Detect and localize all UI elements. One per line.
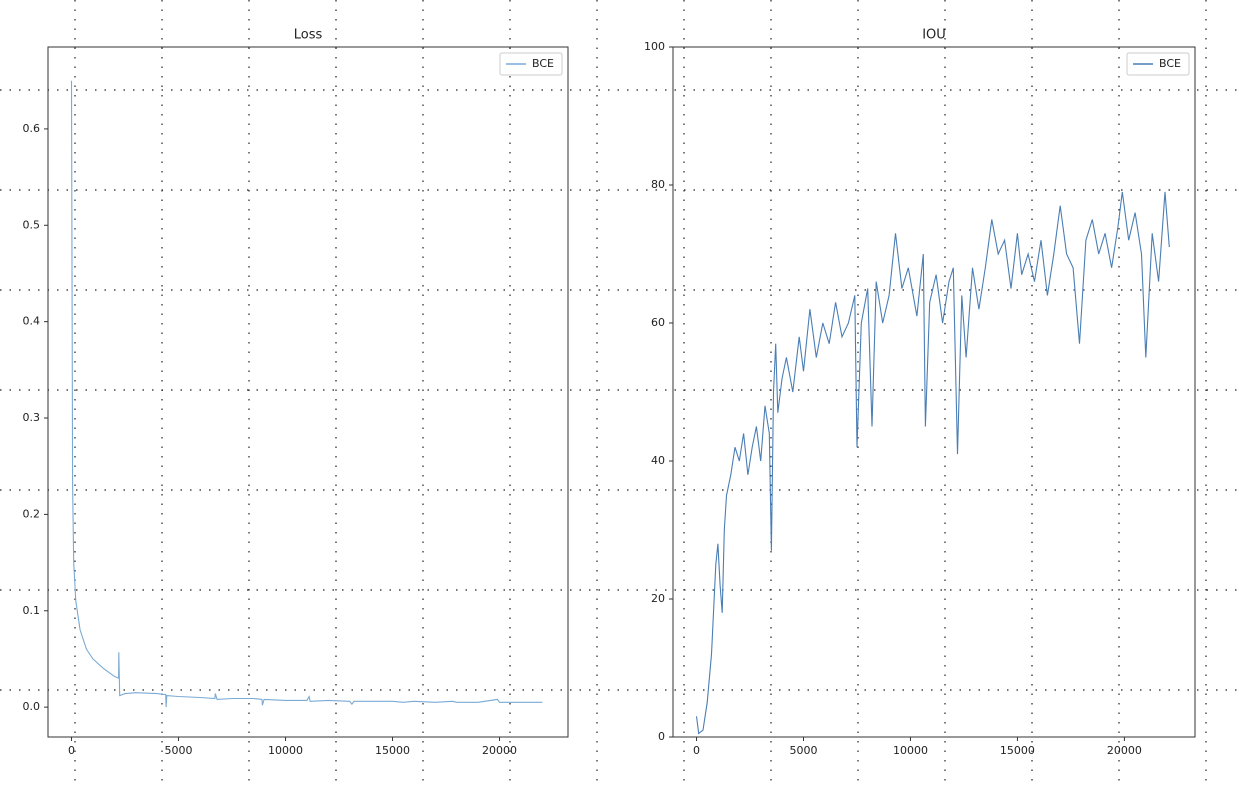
y-tick-label: 0.6: [23, 122, 41, 135]
y-tick-label: 0: [658, 730, 665, 743]
y-tick-label: 20: [651, 592, 665, 605]
y-tick-label: 0.0: [23, 700, 41, 713]
y-tick-label: 0.1: [23, 604, 41, 617]
x-tick-label: 0: [68, 744, 75, 757]
y-tick-label: 100: [644, 40, 665, 53]
x-tick-label: 20000: [482, 744, 517, 757]
chart-title: Loss: [294, 28, 323, 43]
legend-box: [499, 52, 563, 76]
y-tick-label: 0.2: [23, 507, 41, 520]
x-tick-label: 0: [693, 744, 700, 757]
y-tick-label: 0.3: [23, 411, 41, 424]
legend-box: [1126, 52, 1190, 76]
x-tick-label: 20000: [1107, 744, 1142, 757]
data-line: [70, 80, 543, 708]
y-tick-label: 60: [651, 316, 665, 329]
x-tick-label: 5000: [165, 744, 193, 757]
data-line: [695, 191, 1170, 735]
x-tick-label: 15000: [375, 744, 410, 757]
y-tick-label: 80: [651, 178, 665, 191]
y-tick-label: 40: [651, 454, 665, 467]
x-tick-label: 10000: [268, 744, 303, 757]
y-tick-label: 0.5: [23, 218, 41, 231]
axes-frame: [47, 46, 569, 738]
x-tick-label: 15000: [1000, 744, 1035, 757]
legend-label: BCE: [1159, 57, 1181, 70]
x-tick-label: 10000: [893, 744, 928, 757]
legend-label: BCE: [532, 57, 554, 70]
y-tick-label: 0.4: [23, 315, 41, 328]
chart-title: IOU: [922, 28, 946, 43]
x-tick-label: 5000: [790, 744, 818, 757]
axes-frame: [672, 46, 1196, 738]
